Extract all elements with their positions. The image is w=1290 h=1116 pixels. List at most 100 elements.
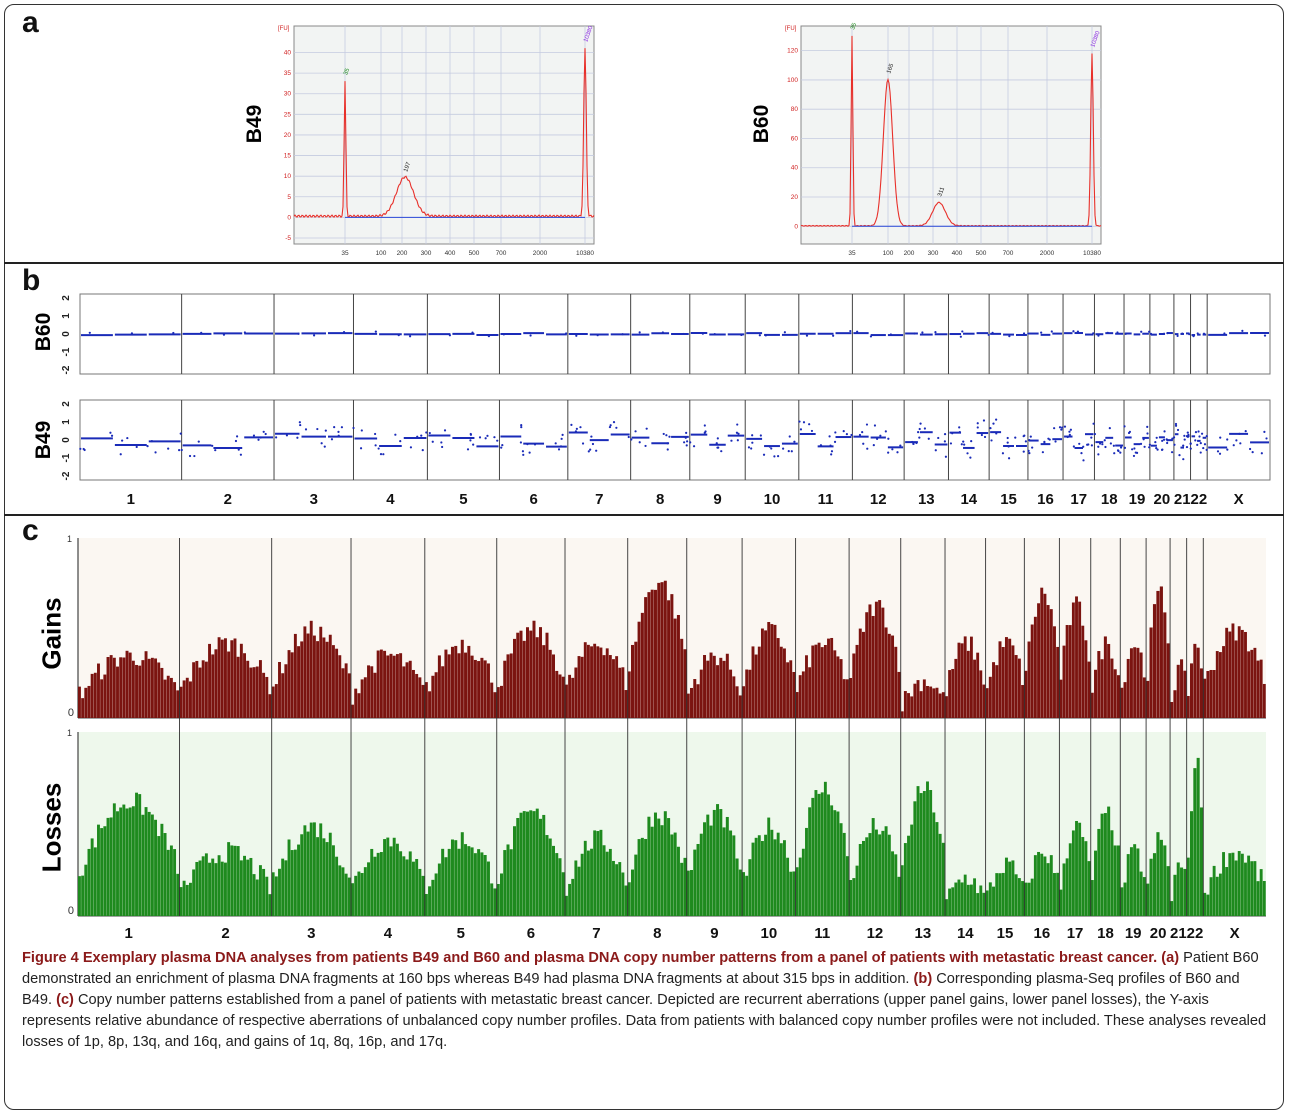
loss-bar: [192, 869, 196, 916]
copy-number-point: [944, 455, 947, 458]
copy-number-point: [740, 333, 743, 337]
chromosome-label: 4: [386, 491, 395, 508]
loss-bar: [814, 790, 818, 916]
copy-number-point: [1123, 425, 1126, 428]
loss-bar: [647, 816, 651, 916]
gain-bar: [243, 653, 246, 718]
gain-bar: [128, 652, 132, 718]
gain-bar: [103, 674, 107, 718]
gain-bar: [252, 667, 256, 718]
caption-b-tag: (b): [913, 971, 933, 987]
loss-bar: [1176, 862, 1180, 916]
gain-bar: [1107, 643, 1111, 718]
copy-number-point: [715, 442, 718, 445]
gain-bar: [424, 682, 428, 718]
loss-bar: [820, 792, 824, 916]
gain-bar: [1116, 675, 1121, 718]
gain-bar: [204, 661, 208, 718]
copy-number-point: [570, 423, 573, 426]
copy-number-point: [1132, 454, 1136, 458]
loss-bar: [673, 832, 677, 916]
copy-number-point: [320, 442, 323, 445]
copy-number-point: [645, 427, 648, 430]
copy-number-point: [770, 447, 773, 450]
trace-peak-label: 311: [937, 186, 946, 198]
copy-number-point: [79, 447, 82, 450]
gain-bar: [1113, 669, 1117, 718]
trace-y-tick: 0: [794, 223, 798, 230]
copy-number-point: [834, 431, 837, 434]
copy-number-point: [130, 332, 134, 335]
copy-number-point: [943, 440, 946, 443]
gain-bar: [268, 694, 272, 718]
copy-number-point: [608, 425, 612, 429]
trace-unit-label: [FU]: [278, 26, 290, 32]
gain-bar: [1103, 636, 1107, 718]
trace-x-tick: 200: [397, 250, 408, 257]
gain-bar: [255, 666, 259, 718]
loss-bar: [344, 873, 348, 916]
gain-bar: [1129, 648, 1133, 718]
copy-number-point: [109, 431, 112, 434]
chromosome-label: 19: [1129, 491, 1146, 508]
gain-bar: [496, 687, 500, 718]
copy-number-point: [911, 440, 914, 444]
copy-number-point: [448, 334, 452, 337]
gain-bar: [198, 667, 202, 718]
profile-y-tick: -1: [61, 453, 72, 462]
copy-number-point: [589, 448, 592, 451]
copy-number-point: [259, 436, 262, 439]
gain-bar: [1247, 651, 1251, 718]
copy-number-point: [747, 446, 751, 449]
gain-bar: [526, 627, 529, 718]
loss-bar: [945, 899, 948, 916]
copy-number-point: [440, 441, 443, 444]
loss-bar: [922, 791, 926, 916]
copy-number-point: [298, 421, 301, 424]
chromosome-label: 10: [764, 491, 781, 508]
copy-number-point: [1156, 448, 1159, 451]
profile-y-tick: 0: [61, 331, 72, 337]
profile-y-tick: 1: [61, 419, 72, 425]
loss-bar: [163, 833, 167, 916]
gain-bar: [1170, 701, 1174, 718]
loss-bar: [363, 867, 367, 916]
copy-number-point: [963, 443, 966, 446]
copy-number-point: [1060, 428, 1063, 431]
loss-bar: [680, 862, 684, 916]
copy-number-point: [1072, 445, 1075, 448]
gain-bar: [138, 665, 142, 718]
copy-number-point: [1176, 428, 1180, 432]
gain-bar: [1166, 643, 1170, 718]
caption-a-tag: (a): [1161, 950, 1180, 966]
trace-y-tick: 100: [787, 77, 798, 84]
gain-bar: [516, 632, 520, 718]
gain-bar: [657, 582, 661, 718]
chromosome-label: 16: [1037, 491, 1054, 508]
gain-bar: [147, 658, 151, 718]
copy-number-point: [937, 436, 940, 440]
gain-bar: [90, 673, 94, 718]
loss-bar: [926, 781, 929, 916]
gain-bar: [979, 670, 983, 718]
gain-bar: [770, 624, 774, 718]
copy-number-point: [565, 332, 568, 335]
trace-b49-label: B49: [243, 104, 266, 144]
chromosome-label: 10: [761, 925, 778, 942]
loss-bar: [751, 842, 755, 916]
gain-bar: [995, 665, 999, 718]
copy-number-point: [1176, 334, 1179, 338]
loss-bar: [995, 873, 999, 916]
copy-number-point: [200, 331, 203, 335]
trace-y-tick: 120: [787, 48, 798, 55]
loss-bar: [87, 848, 91, 916]
loss-bar: [373, 856, 377, 916]
chromosome-label: 6: [529, 491, 537, 508]
loss-bar: [1011, 860, 1015, 916]
copy-number-point: [990, 439, 993, 442]
gain-bar: [820, 647, 824, 718]
copy-number-point: [1112, 444, 1115, 447]
profile-y-tick: -2: [61, 365, 72, 374]
trace-x-tick: 400: [445, 250, 456, 257]
copy-number-point: [431, 440, 434, 443]
